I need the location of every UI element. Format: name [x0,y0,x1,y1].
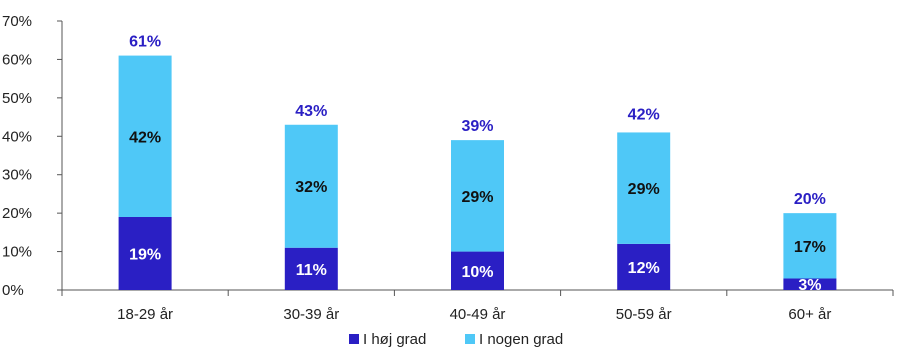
x-tick-label: 18-29 år [117,306,173,323]
data-label: 17% [794,239,826,256]
total-label: 43% [295,103,327,120]
bar-segment [284,247,338,290]
data-label: 19% [129,246,161,263]
legend-swatch [465,334,475,344]
bar-segment [617,132,671,244]
legend-swatch [349,334,359,344]
y-tick-label: 30% [2,167,32,184]
data-label: 42% [129,129,161,146]
total-label: 42% [628,107,660,124]
x-tick-label: 40-49 år [450,306,506,323]
total-label: 61% [129,34,161,51]
data-label: 3% [798,277,821,294]
data-label: 11% [296,262,327,279]
bar-segment [617,243,671,290]
y-tick-label: 20% [2,205,32,222]
data-label: 29% [461,189,493,206]
data-label: 12% [628,260,660,277]
bar-segment [783,213,837,279]
y-tick-label: 60% [2,51,32,68]
data-labels: 19% 42% 61% 11% 32% 43% 10% 29% 39% 12% 29% 42% 3% 17… [129,34,826,295]
legend: I høj grad I nogen grad [349,331,563,348]
x-tick-label: 50-59 år [616,306,672,323]
y-axis: 0% 10% 20% 30% 40% 50% 60% 70% [2,13,63,299]
x-tick-label: 60+ år [788,306,831,323]
bar-segment [118,55,172,217]
x-tick-label: 30-39 år [283,306,339,323]
data-label: 10% [461,264,493,281]
data-label: 32% [295,179,327,196]
y-tick-label: 0% [2,282,24,299]
bar-segment [118,216,172,290]
legend-label: I nogen grad [479,331,563,348]
total-label: 39% [461,118,493,135]
y-tick-label: 50% [2,90,32,107]
bar-segment [451,251,504,290]
y-tick-label: 10% [2,244,32,261]
y-tick-label: 40% [2,128,32,145]
bar-segment [783,278,837,290]
legend-label: I høj grad [363,331,426,348]
y-tick-label: 70% [2,13,32,30]
bar-segment [451,140,504,252]
bars [118,55,837,290]
data-label: 29% [628,181,660,198]
total-label: 20% [794,191,826,208]
x-axis: 18-29 år 30-39 år 40-49 år 50-59 år 60+ år [61,289,894,323]
bar-segment [284,124,338,248]
